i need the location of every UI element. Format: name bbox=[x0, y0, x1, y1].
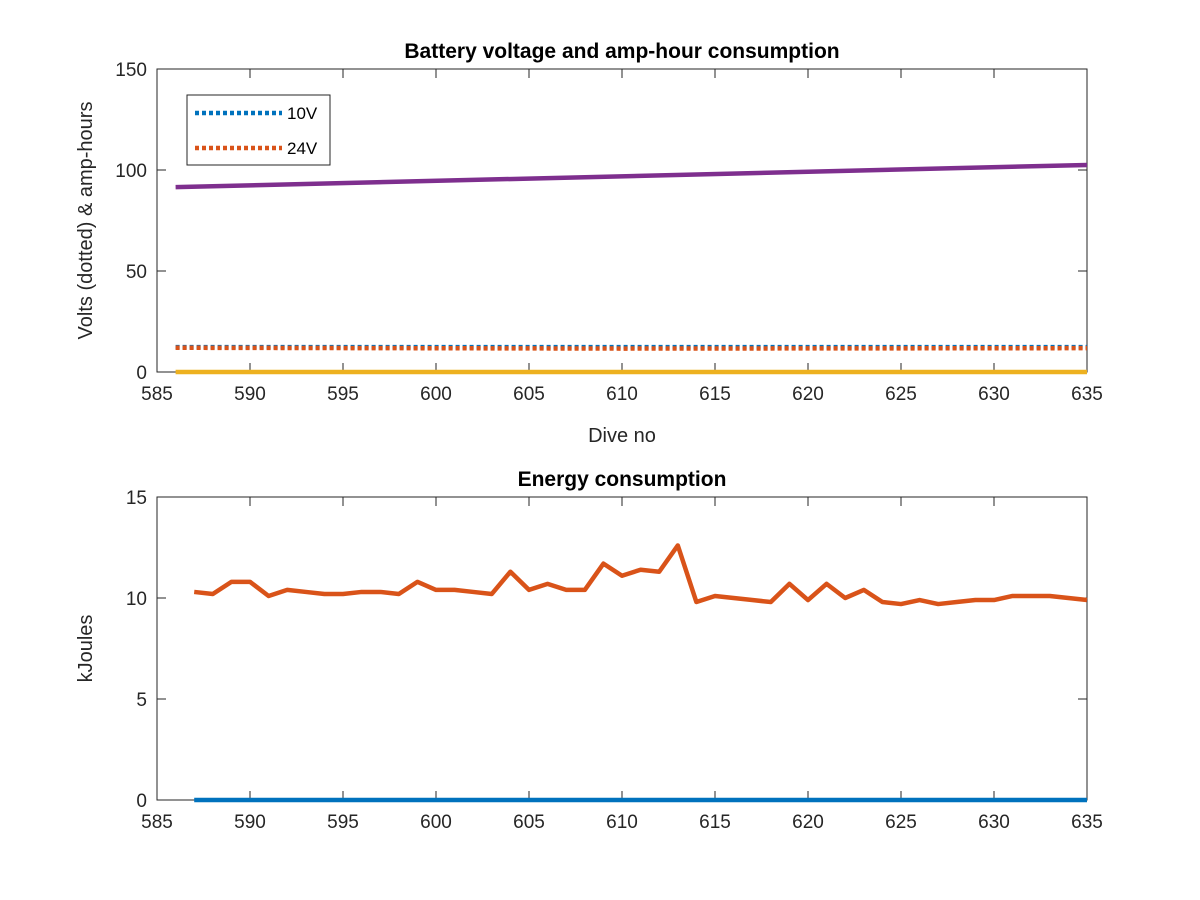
x-tick-label: 590 bbox=[234, 812, 266, 833]
series-line-2 bbox=[175, 162, 1088, 190]
x-tick-label: 635 bbox=[1071, 812, 1103, 833]
y-axis-label: kJoules bbox=[75, 615, 97, 683]
y-axis-label: Volts (dotted) & amp-hours bbox=[75, 102, 97, 340]
x-tick-label: 630 bbox=[978, 812, 1010, 833]
x-tick-label: 635 bbox=[1071, 384, 1103, 405]
x-tick-label: 600 bbox=[420, 384, 452, 405]
battery-voltage-subplot: 585 590 595 600 605 610 615 620 625 630 635 0 50 100 1… bbox=[75, 40, 1103, 447]
x-tick-label: 630 bbox=[978, 384, 1010, 405]
x-tick-label: 595 bbox=[327, 812, 359, 833]
axes-box bbox=[156, 496, 1088, 801]
legend-label: 24V bbox=[287, 139, 318, 158]
x-tick-label: 585 bbox=[141, 384, 173, 405]
x-tick-label: 600 bbox=[420, 812, 452, 833]
y-tick-label: 100 bbox=[115, 161, 147, 182]
legend: 10V 24V bbox=[186, 94, 331, 166]
y-tick-label: 10 bbox=[126, 589, 147, 610]
y-tick-label: 15 bbox=[126, 488, 147, 509]
x-tick-label: 605 bbox=[513, 812, 545, 833]
legend-label: 10V bbox=[287, 104, 318, 123]
chart-title: Battery voltage and amp-hour consumption bbox=[404, 40, 839, 63]
series-line-1 bbox=[175, 345, 1088, 351]
x-tick-label: 610 bbox=[606, 384, 638, 405]
y-tick-label: 0 bbox=[136, 363, 147, 384]
chart-title: Energy consumption bbox=[518, 468, 727, 491]
x-tick-label: 590 bbox=[234, 384, 266, 405]
x-tick-label: 625 bbox=[885, 384, 917, 405]
energy-consumption-subplot: 585 590 595 600 605 610 615 620 625 630 635 0 5 10 15 E… bbox=[75, 468, 1103, 833]
y-tick-label: 50 bbox=[126, 262, 147, 283]
x-tick-label: 620 bbox=[792, 812, 824, 833]
x-tick-label: 625 bbox=[885, 812, 917, 833]
y-tick-label: 5 bbox=[136, 690, 147, 711]
y-tick-label: 0 bbox=[136, 791, 147, 812]
x-tick-label: 585 bbox=[141, 812, 173, 833]
x-tick-label: 595 bbox=[327, 384, 359, 405]
x-tick-label: 605 bbox=[513, 384, 545, 405]
x-tick-label: 610 bbox=[606, 812, 638, 833]
y-tick-label: 150 bbox=[115, 60, 147, 81]
series-line-0 bbox=[193, 543, 1088, 607]
x-tick-label: 620 bbox=[792, 384, 824, 405]
x-tick-label: 615 bbox=[699, 384, 731, 405]
x-tick-label: 615 bbox=[699, 812, 731, 833]
x-axis-label: Dive no bbox=[588, 425, 656, 447]
legend-box bbox=[186, 94, 331, 166]
